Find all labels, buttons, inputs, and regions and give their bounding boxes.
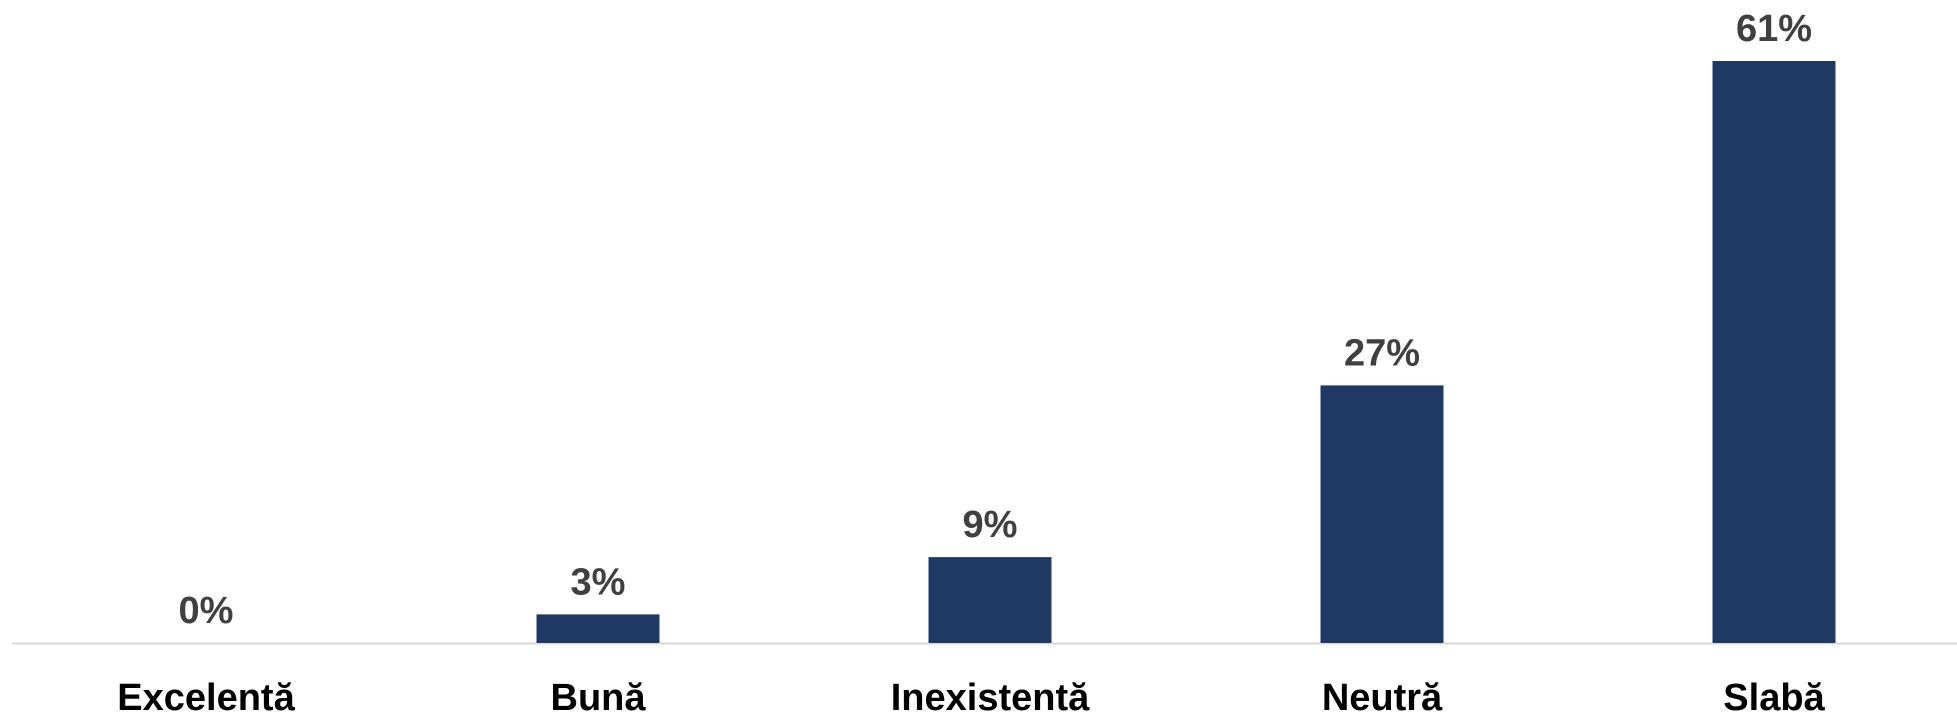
- category-label-4: Slabă: [1723, 677, 1825, 719]
- category-labels-group: Excelentă Bună Inexistentă Neutră Slabă: [117, 677, 1825, 719]
- bar-4: [1712, 61, 1836, 643]
- value-labels-group: 0% 3% 9% 27% 61%: [179, 8, 1812, 632]
- value-label-1: 3%: [571, 561, 626, 603]
- value-label-0: 0%: [179, 590, 234, 632]
- bar-1: [536, 614, 660, 643]
- value-label-4: 61%: [1736, 8, 1812, 50]
- category-label-3: Neutră: [1322, 677, 1443, 719]
- value-label-2: 9%: [963, 504, 1018, 546]
- category-label-2: Inexistentă: [891, 677, 1090, 719]
- bars-group: [536, 61, 1836, 643]
- category-label-1: Bună: [551, 677, 647, 719]
- bar-2: [928, 557, 1052, 643]
- category-label-0: Excelentă: [117, 677, 295, 719]
- value-label-3: 27%: [1344, 332, 1420, 374]
- bar-3: [1320, 385, 1444, 643]
